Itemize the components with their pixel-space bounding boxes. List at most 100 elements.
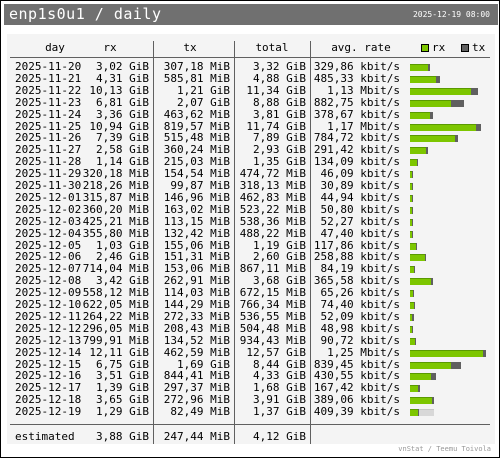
tx-bar: [412, 171, 413, 179]
row-rx: 7,39 GiB: [96, 131, 149, 145]
row-tx: 2,07 GiB: [177, 95, 230, 109]
row-total: 3,68 GiB: [253, 274, 306, 288]
tx-bar: [425, 254, 426, 262]
tx-bar: [412, 325, 413, 333]
row-rx: 3,36 GiB: [96, 107, 149, 121]
row-tx: 515,48 MiB: [163, 131, 230, 145]
row-rx: 1,14 GiB: [96, 155, 149, 169]
legend-tx-label: tx: [472, 41, 486, 54]
row-rx: 6,75 GiB: [96, 357, 149, 371]
row-tx: 819,57 MiB: [163, 119, 230, 133]
row-day: 2025-12-09: [15, 286, 82, 300]
row-rate: 84,19 kbit/s: [320, 262, 400, 276]
row-tx: 307,18 MiB: [163, 60, 230, 73]
row-day: 2025-12-06: [15, 250, 82, 264]
row-rate: 1,13 Mbit/s: [327, 83, 400, 97]
row-rx: 264,22 MiB: [82, 309, 149, 323]
row-total: 4,88 GiB: [253, 71, 306, 85]
row-day: 2025-12-01: [15, 190, 82, 204]
rx-bar: [410, 337, 415, 345]
tx-bar: [412, 218, 413, 226]
timestamp: 2025-12-19 08:00: [412, 10, 490, 19]
rx-bar: [410, 290, 413, 298]
tx-bar: [483, 349, 486, 357]
tx-bar: [415, 337, 416, 345]
row-total: 3,32 GiB: [253, 60, 306, 73]
row-rate: 430,55 kbit/s: [313, 369, 400, 383]
row-total: 474,72 MiB: [239, 167, 306, 181]
row-tx: 1,21 GiB: [177, 83, 230, 97]
row-rx: 10,13 GiB: [89, 83, 149, 97]
row-day: 2025-12-05: [15, 238, 82, 252]
row-rate: 44,94 kbit/s: [320, 190, 400, 204]
row-total: 538,36 MiB: [239, 214, 306, 228]
row-rx: 4,31 GiB: [96, 71, 149, 85]
row-tx: 144,29 MiB: [163, 298, 230, 311]
rx-bar: [410, 147, 426, 155]
row-total: 1,37 GiB: [253, 405, 306, 419]
row-rx: 3,51 GiB: [96, 369, 149, 383]
row-rate: 784,72 kbit/s: [313, 131, 400, 145]
row-rate: 839,45 kbit/s: [313, 357, 400, 371]
tx-bar: [418, 385, 420, 393]
legend-rx-swatch: [421, 44, 429, 52]
row-tx: 463,62 MiB: [163, 107, 230, 121]
tx-bar: [413, 290, 414, 298]
column-header-tx: tx: [183, 41, 197, 54]
tx-bar: [416, 242, 417, 250]
row-rx: 3,02 GiB: [96, 60, 149, 73]
column-header-rx: rx: [103, 41, 117, 54]
row-rate: 46,09 kbit/s: [320, 167, 400, 181]
estimated-rx: 3,88 GiB: [96, 430, 149, 443]
tx-bar: [436, 75, 440, 83]
row-rx: 1,39 GiB: [96, 381, 149, 395]
row-rate: 1,17 Mbit/s: [327, 119, 400, 133]
row-total: 867,11 MiB: [239, 262, 306, 276]
row-rate: 52,27 kbit/s: [320, 214, 400, 228]
row-rx: 10,94 GiB: [89, 119, 149, 133]
row-rate: 1,25 Mbit/s: [327, 345, 400, 359]
row-tx: 262,91 MiB: [163, 274, 230, 288]
row-day: 2025-12-11: [15, 309, 82, 323]
row-day: 2025-11-29: [15, 167, 82, 181]
row-total: 12,57 GiB: [246, 345, 306, 359]
row-tx: 215,03 MiB: [163, 155, 230, 169]
row-rx: 3,65 GiB: [96, 393, 149, 407]
row-tx: 132,42 MiB: [163, 226, 230, 240]
tx-bar: [414, 266, 415, 274]
row-tx: 272,33 MiB: [163, 309, 230, 323]
row-rx: 6,81 GiB: [96, 95, 149, 109]
row-day: 2025-11-27: [15, 143, 82, 157]
rx-bar: [410, 135, 455, 143]
row-tx: 155,06 MiB: [163, 238, 230, 252]
estimated-label: estimated: [15, 430, 75, 443]
row-total: 504,48 MiB: [239, 321, 306, 335]
row-rate: 378,67 kbit/s: [313, 107, 400, 121]
row-tx: 360,24 MiB: [163, 143, 230, 157]
row-rate: 52,09 kbit/s: [320, 309, 400, 323]
row-tx: 163,02 MiB: [163, 202, 230, 216]
row-rx: 425,21 MiB: [82, 214, 149, 228]
estimated-total: 4,12 GiB: [253, 430, 306, 443]
rx-bar: [410, 254, 425, 262]
tx-bar: [451, 99, 464, 107]
row-day: 2025-12-18: [15, 393, 82, 407]
column-header-total: total: [255, 41, 289, 54]
tx-bar: [417, 159, 418, 167]
row-rate: 65,26 kbit/s: [320, 286, 400, 300]
row-rate: 485,33 kbit/s: [313, 71, 400, 85]
row-total: 1,68 GiB: [253, 381, 306, 395]
tx-bar: [476, 123, 481, 131]
row-rx: 355,80 MiB: [82, 226, 149, 240]
rx-bar: [410, 302, 414, 309]
column-header-rate: avg. rate: [331, 41, 391, 54]
row-day: 2025-11-21: [15, 71, 82, 85]
column-divider: [310, 41, 311, 444]
title-bar: enp1s0u1 / daily 2025-12-19 08:00: [4, 4, 498, 25]
row-day: 2025-12-15: [15, 357, 82, 371]
rx-bar: [410, 64, 428, 71]
legend-tx-swatch: [461, 44, 469, 52]
row-rate: 48,98 kbit/s: [320, 321, 400, 335]
row-day: 2025-11-26: [15, 131, 82, 145]
